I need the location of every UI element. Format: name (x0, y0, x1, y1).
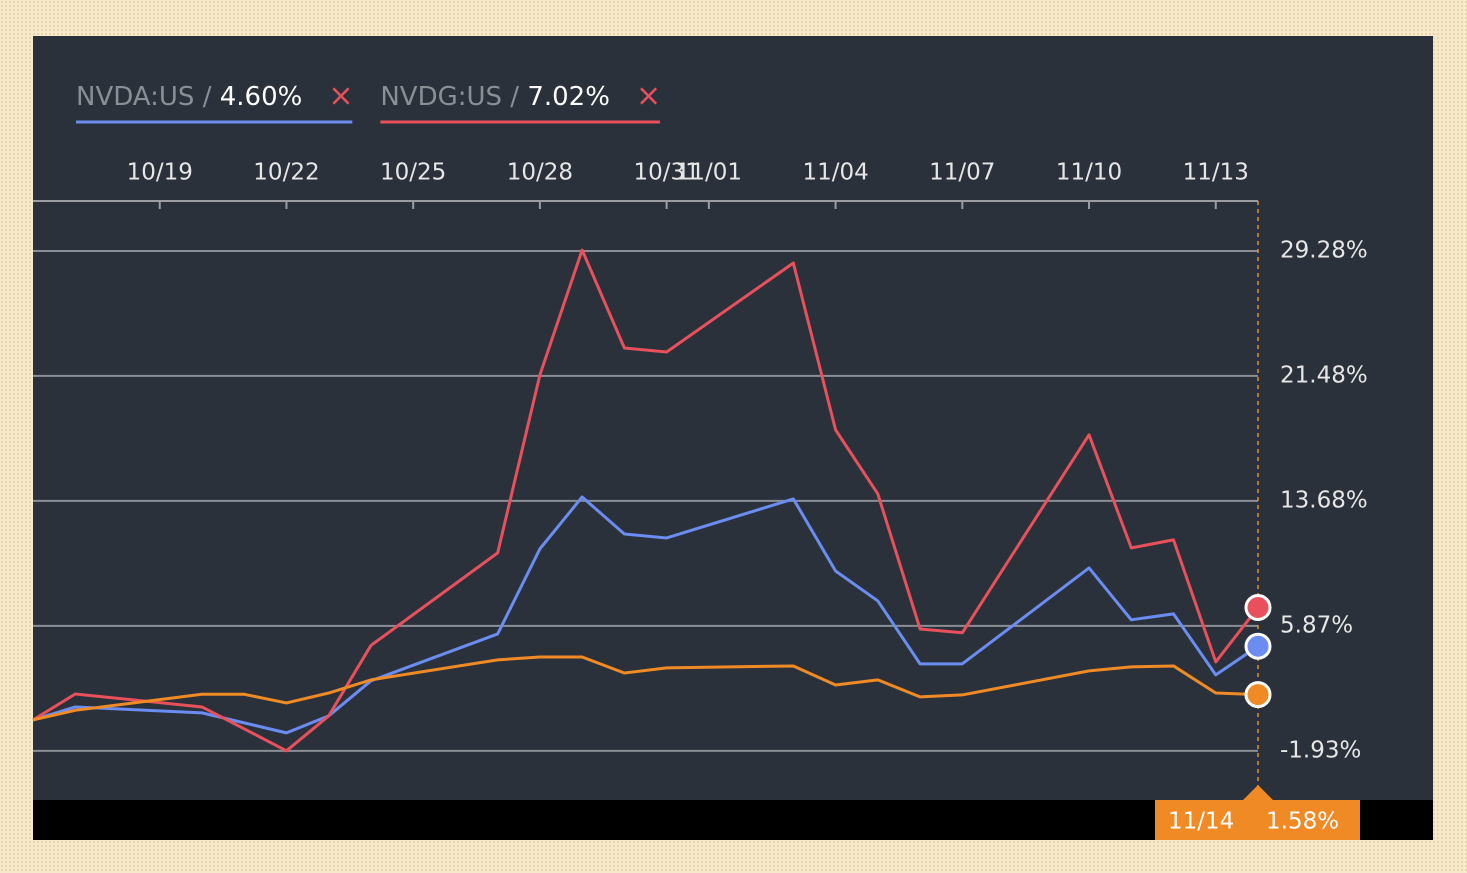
cursor-box (1155, 800, 1360, 840)
end-dot (1244, 632, 1272, 660)
x-tick-label: 11/13 (1183, 160, 1249, 186)
legend-close[interactable]: × (328, 79, 353, 114)
legend-item: NVDA:US / 4.60% × (76, 79, 353, 124)
end-dot (1244, 681, 1272, 709)
x-tick-label: 10/22 (253, 160, 319, 186)
legend-value: 7.02% (527, 82, 610, 112)
y-tick-label: 5.87% (1280, 612, 1353, 638)
legend-value: 4.60% (220, 82, 303, 112)
x-tick-label: 11/01 (676, 160, 742, 186)
legend-text: NVDA:US / 4.60% (76, 82, 302, 112)
panel (33, 36, 1433, 840)
series-line (32, 655, 1259, 722)
legend-separator: / (203, 82, 212, 112)
cursor-arrow (1243, 785, 1273, 800)
end-dot (1244, 593, 1272, 621)
legend-name: NVDA:US (76, 82, 194, 112)
legend-separator: / (510, 82, 519, 112)
cursor-value: 1.58% (1266, 809, 1339, 835)
legend-close[interactable]: × (636, 79, 661, 114)
series-line (32, 495, 1259, 735)
x-tick-label: 10/25 (380, 160, 446, 186)
y-tick-label: 13.68% (1280, 487, 1368, 513)
y-tick-label: 29.28% (1280, 237, 1368, 263)
y-tick-label: -1.93% (1280, 737, 1361, 763)
series-line (32, 248, 1260, 753)
y-tick-label: 21.48% (1280, 362, 1368, 388)
x-tick-label: 10/31 (633, 160, 699, 186)
cursor-date: 11/14 (1168, 809, 1234, 835)
x-tick-label: 11/04 (802, 160, 868, 186)
legend-item: NVDG:US / 7.02% × (380, 79, 661, 124)
legend-text: NVDG:US / 7.02% (380, 82, 610, 112)
x-tick-label: 11/10 (1056, 160, 1122, 186)
legend-name: NVDG:US (380, 82, 502, 112)
x-tick-label: 10/19 (127, 160, 193, 186)
x-tick-label: 10/28 (507, 160, 573, 186)
x-tick-label: 11/07 (929, 160, 995, 186)
